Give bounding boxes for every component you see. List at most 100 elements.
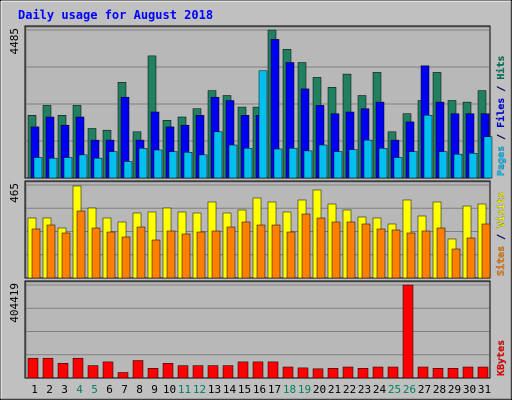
bar-sites-4 [76,210,86,279]
bar-kbytes-10 [162,363,174,379]
x-tick-label-24: 24 [373,383,387,396]
bar-sites-31 [481,223,491,279]
bar-kbytes-30 [462,366,474,379]
bar-kbytes-11 [177,365,189,379]
x-tick-label-18: 18 [283,383,296,396]
y-max-label: 404419 [8,283,21,323]
bar-sites-19 [301,213,311,279]
x-tick-label-26: 26 [403,383,416,396]
bar-pages-30 [468,153,478,179]
bar-kbytes-17 [267,361,279,379]
bar-sites-15 [241,221,251,279]
bar-sites-27 [421,230,431,279]
bar-sites-24 [376,228,386,279]
side-label-part: Hits [495,56,507,80]
x-tick-label-14: 14 [223,383,237,396]
x-tick-label-5: 5 [91,383,98,396]
bar-sites-11 [181,233,191,279]
bar-kbytes-29 [447,368,459,379]
side-label: Pages / Files / Hits [495,56,507,176]
x-tick-label-25: 25 [388,383,401,396]
side-label-part: Files [495,98,507,128]
bar-sites-21 [331,221,341,279]
bar-pages-13 [213,131,223,179]
side-label-part: Sites [495,246,507,276]
bar-pages-23 [363,139,373,179]
x-tick-label-27: 27 [418,383,431,396]
x-tick-label-28: 28 [433,383,446,396]
side-label-part: / [496,228,507,246]
bar-sites-6 [106,231,116,279]
panel-kbytes: 404419 KBytes [8,280,507,379]
bar-pages-3 [63,157,73,179]
x-tick-label-29: 29 [448,383,461,396]
bar-sites-30 [466,237,476,279]
bar-sites-8 [136,226,146,279]
bar-kbytes-26 [402,284,414,379]
bar-sites-7 [121,236,131,279]
bar-sites-28 [436,227,446,279]
x-tick-label-16: 16 [253,383,266,396]
bar-pages-26 [408,151,418,179]
bar-pages-2 [48,157,58,179]
bar-pages-19 [303,150,313,179]
bar-sites-1 [31,228,41,279]
x-tick-label-31: 31 [478,383,491,396]
bar-pages-4 [78,154,88,179]
x-tick-label-19: 19 [298,383,311,396]
bar-pages-9 [153,149,163,179]
bar-pages-6 [108,151,118,179]
bar-pages-27 [423,115,433,179]
bar-pages-7 [123,161,133,179]
x-tick-label-30: 30 [463,383,476,396]
bar-pages-1 [33,157,43,179]
x-tick-label-10: 10 [163,383,176,396]
bar-pages-31 [483,136,493,179]
bar-kbytes-20 [312,368,324,379]
x-tick-label-12: 12 [193,383,206,396]
bar-sites-9 [151,239,161,279]
bar-sites-12 [196,231,206,279]
bar-kbytes-28 [432,368,444,379]
bar-sites-16 [256,224,266,279]
bar-pages-14 [228,144,238,179]
bar-kbytes-31 [477,366,489,379]
x-tick-label-4: 4 [76,383,83,396]
series-pages [33,70,493,179]
x-tick-label-6: 6 [106,383,113,396]
series-kbytes [27,284,489,379]
bar-sites-29 [451,248,461,279]
bar-kbytes-15 [237,361,249,379]
bar-sites-23 [361,223,371,279]
bar-kbytes-16 [252,361,264,379]
bar-kbytes-7 [117,372,129,379]
bar-sites-18 [286,231,296,279]
side-label: Sites / Visits [495,192,507,276]
bar-kbytes-19 [297,367,309,379]
bar-pages-8 [138,148,148,179]
side-label: KBytes [496,340,507,376]
y-max-label: 4485 [8,28,21,55]
side-label-part: KBytes [496,340,507,376]
bar-sites-22 [346,221,356,279]
side-label-part: Visits [495,192,507,228]
x-tick-label-7: 7 [121,383,128,396]
bar-sites-25 [391,229,401,279]
bar-pages-24 [378,148,388,179]
bar-kbytes-1 [27,357,39,379]
bar-sites-5 [91,227,101,279]
x-tick-label-23: 23 [358,383,371,396]
bar-pages-20 [318,144,328,179]
x-tick-label-8: 8 [136,383,143,396]
bar-kbytes-22 [342,366,354,379]
side-label-part: / [496,80,507,98]
bar-kbytes-8 [132,360,144,379]
bar-sites-2 [46,224,56,279]
chart-title: Daily usage for August 2018 [18,8,213,22]
bar-sites-13 [211,230,221,279]
bar-kbytes-25 [387,366,399,379]
bar-pages-29 [453,153,463,179]
bar-kbytes-5 [87,365,99,379]
x-tick-label-9: 9 [151,383,158,396]
